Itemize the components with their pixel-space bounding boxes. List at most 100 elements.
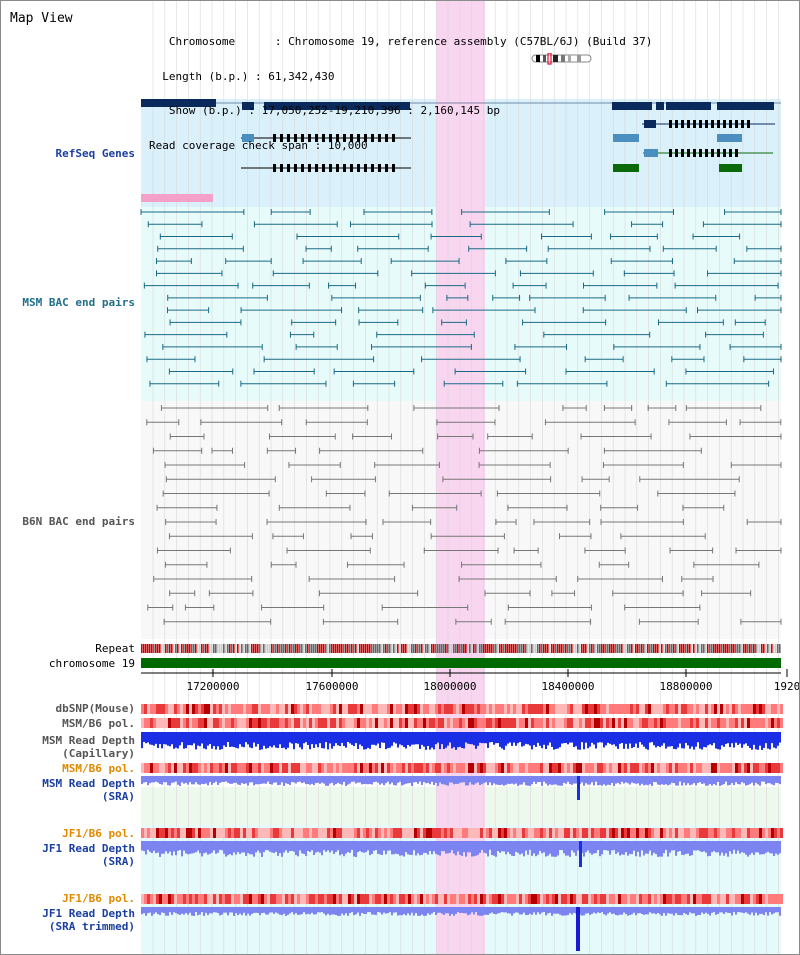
jf1-trim-depth-bar: [667, 907, 669, 914]
jf1-pol-cell: [336, 828, 339, 838]
jf1-trim-pol-cell: [675, 894, 678, 904]
jf1-trim-pol-cell: [264, 894, 267, 904]
jf1-depth-bar: [477, 841, 479, 855]
dbsnp-cell: [192, 704, 195, 714]
jf1-trim-pol-cell: [414, 894, 417, 904]
jf1-trim-pol-cell: [300, 894, 303, 904]
dbsnp-cell: [705, 704, 708, 714]
jf1-trim-depth-bar: [703, 907, 705, 914]
axis-tick-label-6: 1920: [773, 680, 800, 693]
jf1-trim-depth-bar: [469, 907, 471, 915]
jf1-depth-bar: [425, 841, 427, 853]
msm-pol-cell: [333, 718, 336, 728]
repeat-tick: [461, 644, 463, 653]
msm-sra-pol-cell: [684, 763, 687, 773]
msm-sra-depth-bar: [713, 776, 715, 785]
track-label-msm-bac[interactable]: MSM BAC end pairs: [22, 296, 135, 309]
msm-sra-depth-bar: [635, 776, 637, 784]
dbsnp-cell: [165, 704, 168, 714]
jf1-depth-bar: [709, 841, 711, 856]
jf1-depth-bar: [665, 841, 667, 850]
jf1-trim-pol-cell: [621, 894, 624, 904]
track-label-refseq[interactable]: RefSeq Genes: [55, 147, 135, 160]
repeat-tick: [273, 644, 275, 653]
jf1-pol-cell: [351, 828, 354, 838]
jf1-trim-depth-bar: [215, 907, 217, 913]
msm-sra-pol-cell: [540, 763, 543, 773]
dbsnp-cell: [765, 704, 768, 714]
jf1-depth-bar: [343, 841, 345, 857]
track-label-msm-b6-pol[interactable]: MSM/B6 pol.: [62, 717, 135, 730]
track-label-jf1-b6-pol-trimmed[interactable]: JF1/B6 pol.: [62, 892, 135, 905]
jf1-trim-pol-cell: [453, 894, 456, 904]
msm-pol-cell: [192, 718, 195, 728]
dbsnp-cell: [495, 704, 498, 714]
gene-exon: [735, 120, 738, 128]
jf1-pol-cell: [345, 828, 348, 838]
dbsnp-cell: [489, 704, 492, 714]
jf1-pol-cell: [447, 828, 450, 838]
gene-exon: [723, 149, 726, 157]
jf1-trim-depth-bar: [211, 907, 213, 914]
msm-cap-depth-bar: [665, 732, 667, 749]
dbsnp-cell: [531, 704, 534, 714]
msm-sra-depth-bar: [437, 776, 439, 786]
msm-cap-depth-bar: [663, 732, 665, 744]
jf1-trim-pol-cell: [444, 894, 447, 904]
dbsnp-cell: [303, 704, 306, 714]
track-label-msm-b6-pol-sra[interactable]: MSM/B6 pol.: [62, 762, 135, 775]
jf1-trim-depth-bar: [719, 907, 721, 913]
track-label-jf1-b6-pol[interactable]: JF1/B6 pol.: [62, 827, 135, 840]
msm-pol-cell: [309, 718, 312, 728]
repeat-tick: [757, 644, 759, 653]
track-label-msm-depth-capillary[interactable]: MSM Read Depth (Capillary): [42, 734, 135, 760]
repeat-tick: [717, 644, 719, 653]
dbsnp-cell: [312, 704, 315, 714]
msm-sra-pol-cell: [342, 763, 345, 773]
dbsnp-cell: [627, 704, 630, 714]
msm-cap-depth-bar: [387, 732, 389, 749]
jf1-pol-cell: [615, 828, 618, 838]
jf1-trim-depth-bar: [181, 907, 183, 914]
msm-sra-depth-bar: [345, 776, 347, 786]
dbsnp-cell: [381, 704, 384, 714]
track-label-jf1-depth-sra[interactable]: JF1 Read Depth (SRA): [42, 842, 135, 868]
track-label-msm-depth-sra[interactable]: MSM Read Depth (SRA): [42, 777, 135, 803]
msm-sra-depth-bar: [385, 776, 387, 784]
jf1-depth-bar: [163, 841, 165, 854]
jf1-trim-pol-cell: [378, 894, 381, 904]
repeat-tick: [293, 644, 295, 653]
jf1-depth-bar: [771, 841, 773, 854]
dbsnp-cell: [597, 704, 600, 714]
track-label-dbsnp[interactable]: dbSNP(Mouse): [55, 702, 135, 715]
jf1-trim-pol-cell: [729, 894, 732, 904]
msm-cap-depth-bar: [535, 732, 537, 747]
jf1-depth-bar: [533, 841, 535, 854]
jf1-trim-depth-bar: [539, 907, 541, 915]
jf1-depth-bar: [263, 841, 265, 853]
jf1-pol-cell: [777, 828, 780, 838]
jf1-trim-depth-bar: [227, 907, 229, 916]
jf1-trim-depth-bar: [221, 907, 223, 915]
gene-exon: [329, 134, 332, 142]
msm-pol-cell: [762, 718, 765, 728]
gene-exon: [378, 164, 381, 172]
jf1-pol-cell: [468, 828, 471, 838]
track-label-jf1-depth-trimmed[interactable]: JF1 Read Depth (SRA trimmed): [42, 907, 135, 933]
msm-sra-pol-cell: [537, 763, 540, 773]
msm-pol-cell: [147, 718, 150, 728]
dbsnp-cell: [360, 704, 363, 714]
msm-pol-cell: [567, 718, 570, 728]
msm-sra-depth-bar: [181, 776, 183, 783]
jf1-pol-cell: [348, 828, 351, 838]
jf1-trim-pol-cell: [606, 894, 609, 904]
msm-pol-cell: [711, 718, 714, 728]
msm-cap-depth-bar: [439, 732, 441, 750]
dbsnp-cell: [555, 704, 558, 714]
jf1-pol-cell: [699, 828, 702, 838]
msm-sra-depth-bar: [699, 776, 701, 783]
chromosome-ideogram-icon[interactable]: [531, 53, 593, 65]
jf1-depth-bar: [315, 841, 317, 853]
track-label-b6n-bac[interactable]: B6N BAC end pairs: [22, 515, 135, 528]
